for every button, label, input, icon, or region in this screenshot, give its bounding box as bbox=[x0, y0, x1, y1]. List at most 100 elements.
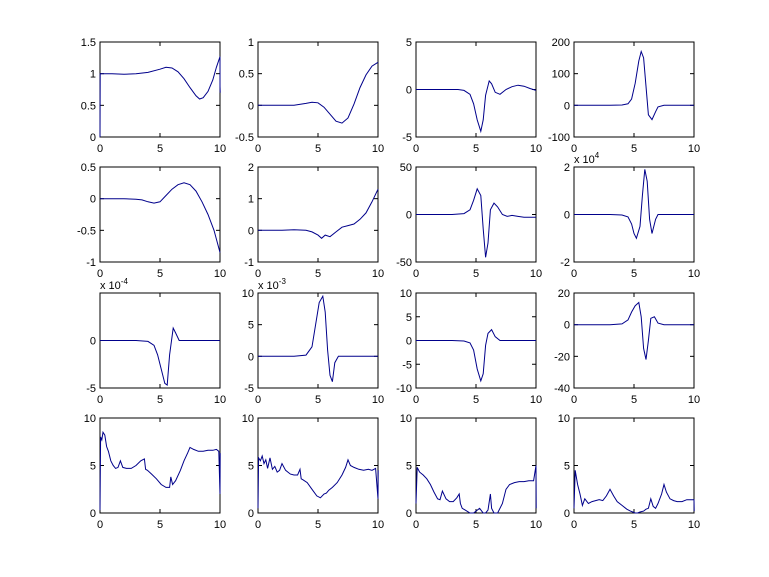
x-tick-label: 0 bbox=[571, 394, 577, 406]
y-tick-label: -5 bbox=[402, 132, 412, 144]
subplot-3: 0 5 10-505 bbox=[402, 37, 542, 155]
x-tick-label: 10 bbox=[530, 143, 542, 155]
subplot-11: 0 5 10 -10 -5 0 5 10 bbox=[396, 288, 542, 406]
y-tick-label: 0 bbox=[564, 508, 570, 520]
y-tick-label: -40 bbox=[554, 383, 570, 395]
y-tick-label: 0.5 bbox=[239, 69, 254, 81]
y-tick-label: 0 bbox=[90, 132, 96, 144]
x-tick-label: 5 bbox=[631, 268, 637, 280]
y-tick-label: 10 bbox=[242, 413, 254, 425]
x-tick-label: 5 bbox=[473, 394, 479, 406]
axes-box bbox=[573, 41, 695, 138]
y-tick-label: -10 bbox=[396, 383, 412, 395]
y-tick-label: 0 bbox=[564, 100, 570, 112]
y-tick-label: 0 bbox=[90, 194, 96, 206]
y-tick-label: 0.5 bbox=[81, 162, 96, 174]
y-tick-label: 200 bbox=[552, 37, 570, 49]
series-line bbox=[415, 465, 537, 514]
x-tick-label: 5 bbox=[157, 143, 163, 155]
axes-box bbox=[257, 41, 379, 138]
x-tick-label: 0 bbox=[413, 394, 419, 406]
subplot-16: 0 5 10 0 5 10 bbox=[558, 413, 700, 531]
subplot-2: 0 5 10-0.500.51 bbox=[235, 37, 384, 155]
x-tick-label: 5 bbox=[157, 394, 163, 406]
subplot-13: 0 5 10 0 5 10 bbox=[84, 413, 226, 531]
series-line bbox=[574, 301, 694, 360]
x-tick-label: 5 bbox=[157, 519, 163, 531]
series-line bbox=[416, 328, 536, 383]
series-line bbox=[100, 182, 221, 253]
axes-box bbox=[99, 417, 221, 514]
x-tick-label: 5 bbox=[157, 268, 163, 280]
y-tick-label: -1 bbox=[86, 257, 96, 269]
subplot-14: 0 5 10 0 5 10 bbox=[242, 413, 384, 531]
series-line bbox=[573, 470, 695, 514]
y-tick-label: 0 bbox=[564, 320, 570, 332]
x-tick-label: 0 bbox=[571, 268, 577, 280]
x-tick-label: 5 bbox=[473, 143, 479, 155]
x-tick-label: 10 bbox=[688, 143, 700, 155]
x-tick-label: 0 bbox=[97, 519, 103, 531]
axes-box bbox=[573, 417, 695, 514]
x-tick-label: 0 bbox=[255, 394, 261, 406]
axes-box bbox=[99, 166, 221, 263]
y-tick-label: 100 bbox=[552, 69, 570, 81]
y-tick-label: 0 bbox=[406, 210, 412, 222]
y-tick-label: 0.5 bbox=[81, 100, 96, 112]
x-tick-label: 5 bbox=[631, 519, 637, 531]
y-tick-label: -1 bbox=[244, 257, 254, 269]
y-tick-label: -5 bbox=[86, 383, 96, 395]
y-exponent-label: x 104 bbox=[574, 151, 600, 166]
x-tick-label: 0 bbox=[255, 519, 261, 531]
series-line bbox=[99, 56, 221, 138]
series-line bbox=[100, 326, 220, 387]
x-tick-label: 0 bbox=[571, 519, 577, 531]
x-tick-label: 10 bbox=[372, 268, 384, 280]
y-tick-label: -5 bbox=[402, 359, 412, 371]
x-tick-label: 5 bbox=[473, 268, 479, 280]
x-tick-label: 10 bbox=[372, 394, 384, 406]
y-tick-label: 0 bbox=[406, 508, 412, 520]
y-tick-label: 0 bbox=[564, 210, 570, 222]
axes-box bbox=[257, 166, 379, 263]
y-tick-label: -2 bbox=[560, 257, 570, 269]
subplot-5: 0 5 10 -1 -0.5 0 0.5 bbox=[77, 162, 226, 280]
y-tick-label: 10 bbox=[400, 413, 412, 425]
y-tick-label: 0 bbox=[248, 508, 254, 520]
subplot-1: 0 5 10 0 0.5 1 1.5 bbox=[81, 37, 226, 155]
x-tick-label: 0 bbox=[255, 143, 261, 155]
y-tick-label: -0.5 bbox=[235, 132, 254, 144]
x-tick-label: 10 bbox=[214, 394, 226, 406]
series-line bbox=[258, 61, 379, 124]
x-tick-label: 5 bbox=[473, 519, 479, 531]
y-tick-label: 10 bbox=[84, 413, 96, 425]
y-tick-label: 20 bbox=[558, 288, 570, 300]
y-tick-label: 2 bbox=[564, 162, 570, 174]
x-tick-label: 10 bbox=[214, 268, 226, 280]
y-exponent-label: x 10-3 bbox=[258, 277, 286, 292]
x-tick-label: 0 bbox=[97, 268, 103, 280]
x-tick-label: 10 bbox=[372, 143, 384, 155]
series-line bbox=[574, 49, 694, 121]
x-tick-label: 5 bbox=[315, 268, 321, 280]
y-tick-label: 5 bbox=[90, 461, 96, 473]
x-tick-label: 10 bbox=[688, 394, 700, 406]
y-tick-label: 1.5 bbox=[81, 37, 96, 49]
x-tick-label: 5 bbox=[315, 519, 321, 531]
axes-box bbox=[99, 41, 221, 138]
series-line bbox=[416, 79, 537, 134]
x-tick-label: 0 bbox=[413, 268, 419, 280]
x-tick-label: 10 bbox=[530, 268, 542, 280]
y-tick-label: -5 bbox=[244, 383, 254, 395]
axes-box bbox=[415, 417, 537, 514]
x-tick-label: 10 bbox=[688, 268, 700, 280]
x-tick-label: 10 bbox=[214, 143, 226, 155]
subplot-12: 0 5 10 -40 -20 0 20 bbox=[554, 288, 700, 406]
y-tick-label: -100 bbox=[548, 132, 570, 144]
x-tick-label: 10 bbox=[372, 519, 384, 531]
axes-box bbox=[573, 292, 695, 389]
y-tick-label: 1 bbox=[248, 194, 254, 206]
